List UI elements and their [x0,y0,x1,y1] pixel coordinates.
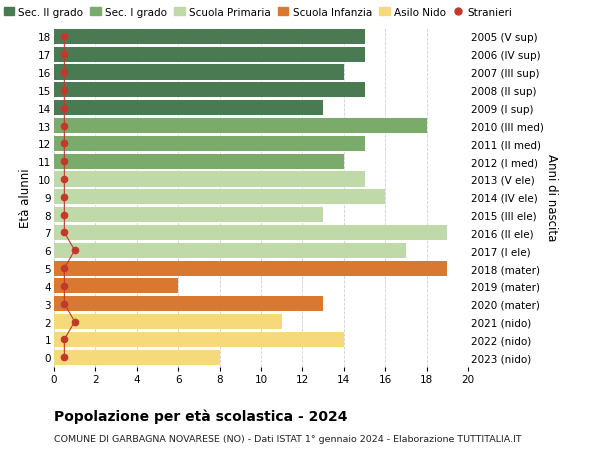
Legend: Sec. II grado, Sec. I grado, Scuola Primaria, Scuola Infanzia, Asilo Nido, Stran: Sec. II grado, Sec. I grado, Scuola Prim… [4,7,512,17]
Bar [54,119,427,134]
Bar [54,207,323,223]
Bar [54,101,323,116]
Bar [54,172,365,187]
Y-axis label: Anni di nascita: Anni di nascita [545,154,557,241]
Bar [54,48,365,63]
Bar [54,314,282,330]
Text: COMUNE DI GARBAGNA NOVARESE (NO) - Dati ISTAT 1° gennaio 2024 - Elaborazione TUT: COMUNE DI GARBAGNA NOVARESE (NO) - Dati … [54,434,521,443]
Bar [54,154,344,169]
Y-axis label: Età alunni: Età alunni [19,168,32,227]
Bar [54,225,448,241]
Bar [54,190,385,205]
Bar [54,332,344,347]
Bar [54,279,178,294]
Bar [54,297,323,312]
Bar [54,243,406,258]
Bar [54,261,448,276]
Bar [54,83,365,98]
Bar [54,65,344,80]
Bar [54,30,365,45]
Bar [54,350,220,365]
Bar [54,136,365,151]
Text: Popolazione per età scolastica - 2024: Popolazione per età scolastica - 2024 [54,409,347,423]
